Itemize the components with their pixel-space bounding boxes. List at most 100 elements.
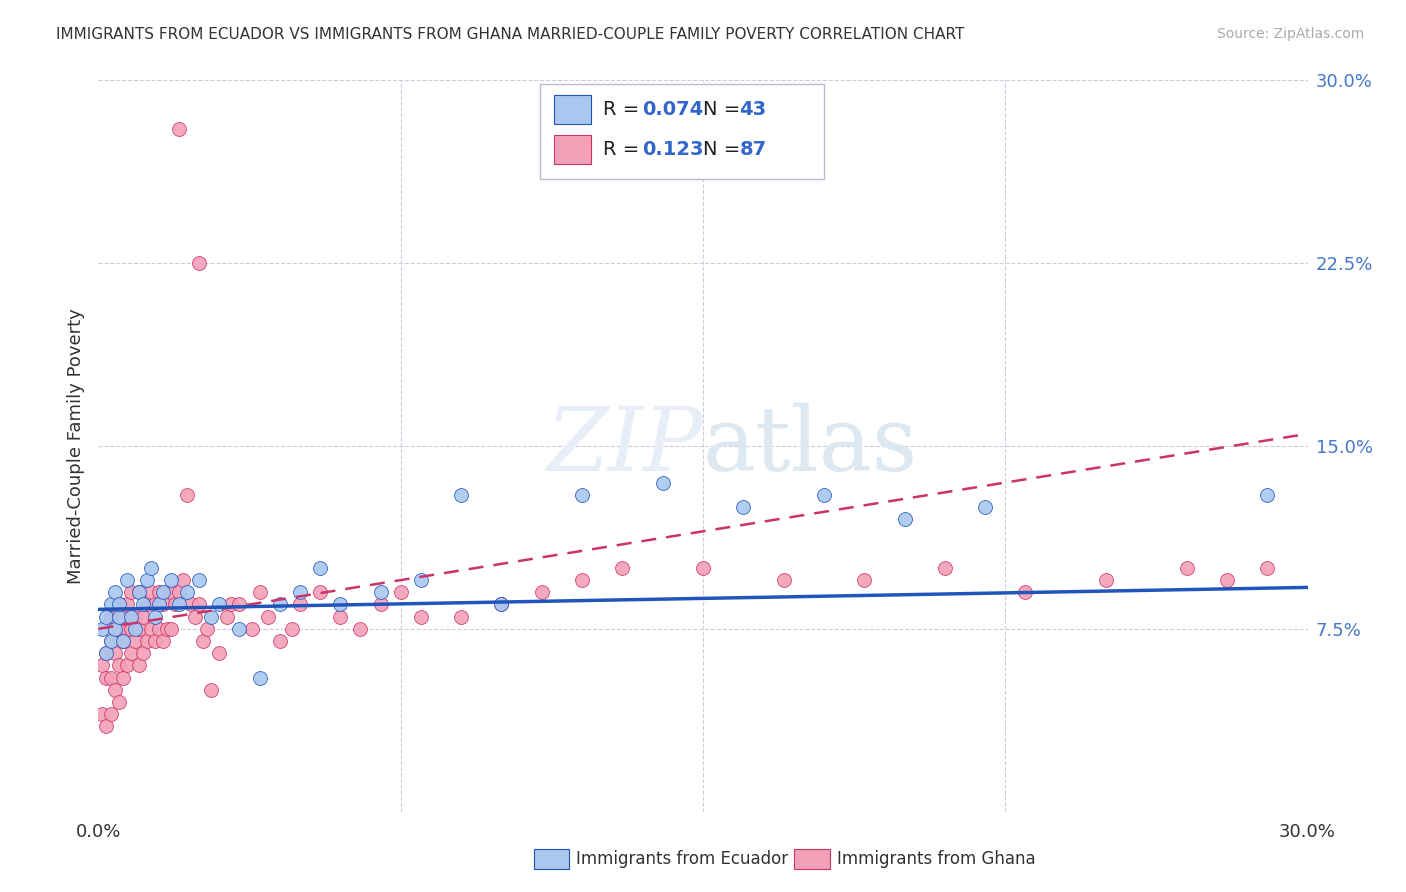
Point (200, 609, 222, 624)
Point (530, 585, 553, 599)
Text: Source: ZipAtlas.com: Source: ZipAtlas.com (1216, 27, 1364, 41)
Point (813, 488, 835, 502)
Point (100, 634, 122, 648)
Point (167, 585, 190, 599)
Point (167, 122, 190, 136)
FancyBboxPatch shape (554, 95, 591, 124)
Point (143, 598, 166, 612)
Point (100, 634, 122, 648)
Point (139, 561, 162, 575)
Point (288, 585, 311, 599)
Point (184, 609, 207, 624)
Point (124, 622, 146, 636)
Point (281, 622, 304, 636)
Point (188, 573, 211, 587)
Point (135, 598, 157, 612)
Point (135, 573, 157, 587)
Point (288, 598, 311, 612)
Point (450, 488, 472, 502)
Text: R =: R = (603, 100, 645, 119)
Point (1175, 561, 1198, 575)
Point (143, 634, 166, 648)
Point (180, 598, 202, 612)
Point (571, 488, 593, 502)
Point (193, 634, 215, 648)
Point (853, 573, 876, 587)
Point (103, 682, 125, 697)
Point (148, 598, 170, 612)
Point (152, 585, 174, 599)
Point (128, 622, 150, 636)
Point (491, 598, 513, 612)
Point (1216, 573, 1239, 587)
Text: N =: N = (703, 100, 747, 119)
Text: 87: 87 (740, 140, 766, 160)
Point (148, 585, 170, 599)
Point (389, 585, 412, 599)
Point (208, 646, 231, 660)
Point (491, 598, 513, 612)
Point (128, 658, 150, 673)
Point (103, 609, 125, 624)
Point (176, 585, 198, 599)
Point (228, 622, 250, 636)
Text: Immigrants from Ghana: Immigrants from Ghana (837, 850, 1035, 868)
Point (124, 634, 146, 648)
Point (107, 598, 129, 612)
Point (450, 609, 472, 624)
Point (612, 561, 634, 575)
Point (124, 609, 146, 624)
Point (139, 622, 162, 636)
Point (96, 671, 118, 685)
Text: 43: 43 (740, 100, 766, 119)
Point (91, 707, 114, 722)
Point (132, 598, 155, 612)
Point (249, 585, 271, 599)
Point (120, 585, 142, 599)
Point (100, 671, 122, 685)
Point (409, 573, 432, 587)
Point (128, 585, 150, 599)
Point (208, 598, 231, 612)
Point (228, 598, 250, 612)
Point (349, 622, 371, 636)
Point (309, 561, 332, 575)
Point (120, 646, 142, 660)
Point (269, 598, 291, 612)
Point (571, 573, 593, 587)
Text: Immigrants from Ecuador: Immigrants from Ecuador (576, 850, 789, 868)
Point (128, 585, 150, 599)
Point (103, 585, 125, 599)
Point (1256, 488, 1278, 502)
Point (160, 622, 183, 636)
Point (100, 598, 122, 612)
Point (163, 598, 186, 612)
Point (115, 658, 138, 673)
Point (329, 598, 352, 612)
Point (269, 634, 291, 648)
Point (100, 609, 122, 624)
Point (156, 622, 179, 636)
Point (96, 719, 118, 733)
Point (188, 256, 211, 270)
Point (96, 646, 118, 660)
Point (176, 488, 198, 502)
Point (120, 622, 142, 636)
Point (111, 634, 134, 648)
Point (115, 622, 138, 636)
Point (100, 707, 122, 722)
FancyBboxPatch shape (540, 84, 824, 179)
Point (152, 598, 174, 612)
Point (221, 598, 243, 612)
Point (139, 585, 162, 599)
Text: ZIP: ZIP (547, 402, 703, 490)
Point (195, 622, 218, 636)
Point (115, 598, 138, 612)
Point (934, 561, 956, 575)
Y-axis label: Married-Couple Family Poverty: Married-Couple Family Poverty (66, 308, 84, 584)
FancyBboxPatch shape (554, 135, 591, 164)
Point (692, 561, 714, 575)
Point (107, 609, 129, 624)
Point (103, 622, 125, 636)
Text: 0.123: 0.123 (643, 140, 704, 160)
